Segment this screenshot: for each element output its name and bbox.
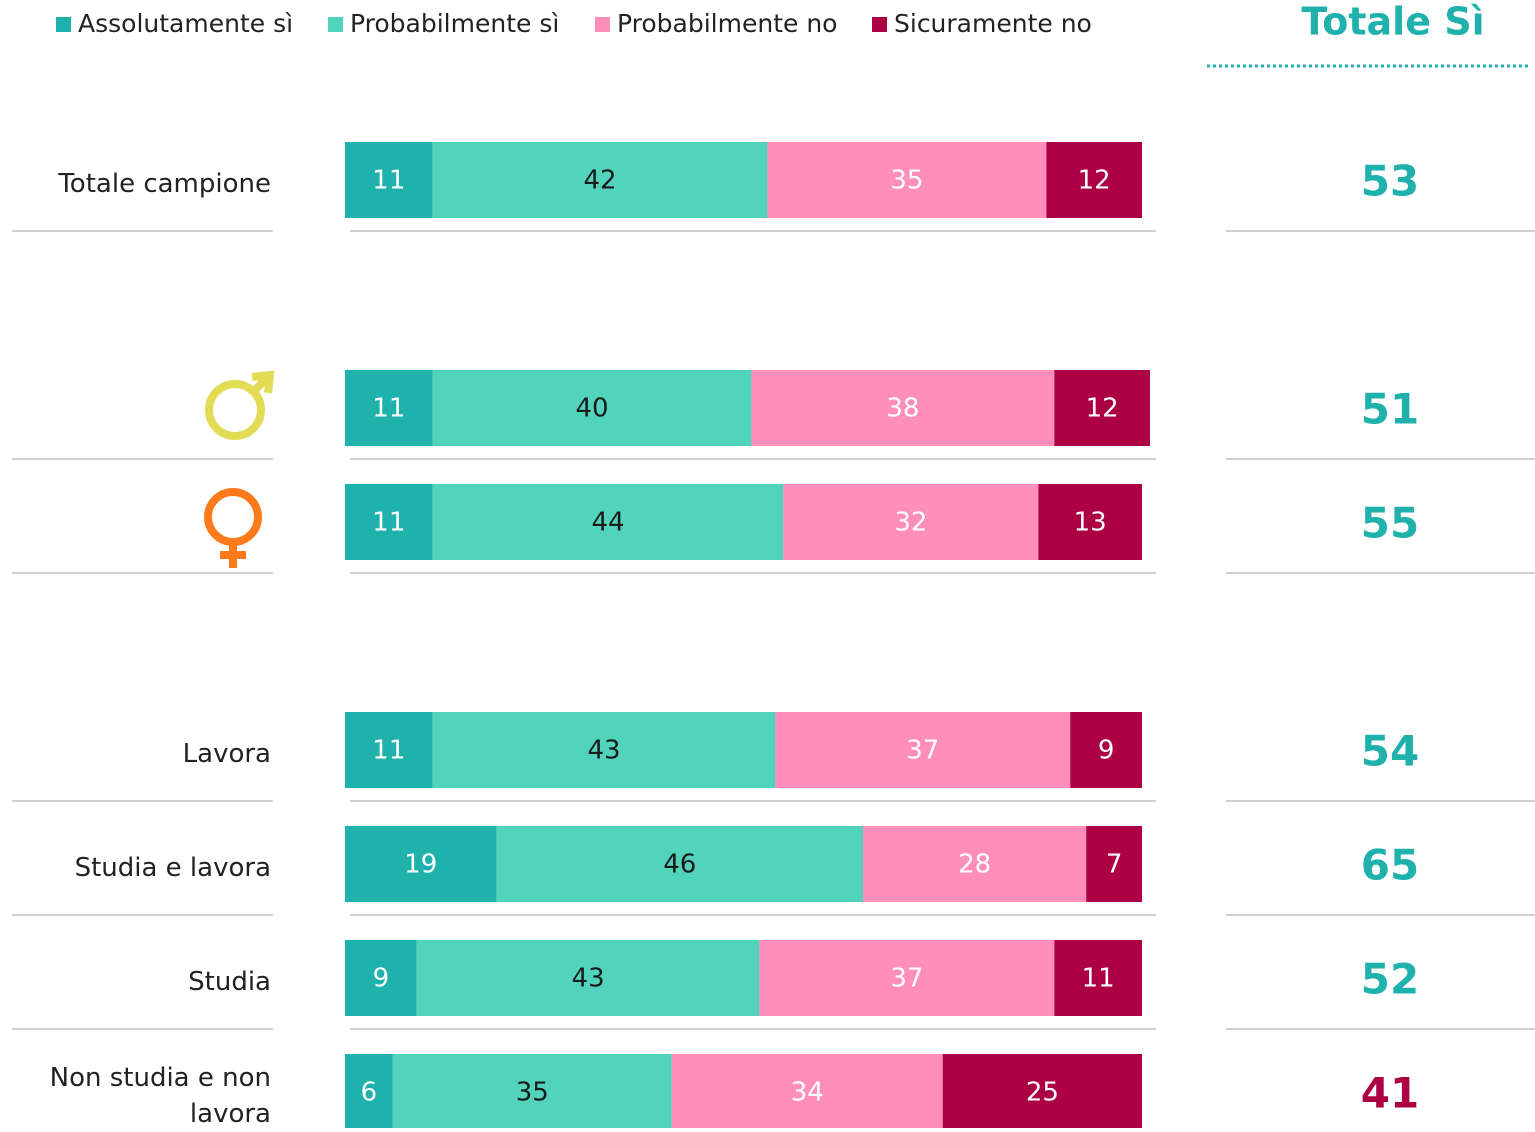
total-value: 65 bbox=[1361, 841, 1419, 890]
bar-segment bbox=[759, 940, 1055, 1016]
value-label: 11 bbox=[1082, 964, 1115, 994]
total-value: 54 bbox=[1361, 727, 1419, 776]
total-value: 52 bbox=[1361, 955, 1419, 1004]
value-label: 32 bbox=[894, 508, 927, 538]
category-label: Totale campione bbox=[58, 169, 271, 199]
value-label: 11 bbox=[372, 508, 405, 538]
value-label: 35 bbox=[516, 1078, 549, 1108]
legend-swatch bbox=[328, 17, 343, 32]
female-icon bbox=[204, 488, 262, 568]
bar-segment bbox=[432, 712, 776, 788]
bar-segment bbox=[345, 940, 417, 1016]
legend-label: Assolutamente sì bbox=[78, 9, 293, 38]
value-label: 43 bbox=[572, 964, 605, 994]
bar-segment bbox=[1046, 142, 1142, 218]
value-label: 38 bbox=[886, 394, 919, 424]
value-label: 11 bbox=[372, 736, 405, 766]
value-label: 25 bbox=[1026, 1078, 1059, 1108]
category-label: Non studia e non lavora bbox=[49, 1063, 271, 1129]
bar-segment bbox=[751, 370, 1055, 446]
value-label: 43 bbox=[587, 736, 620, 766]
total-value: 41 bbox=[1361, 1069, 1419, 1118]
bar-segment bbox=[345, 826, 497, 902]
bar-segment bbox=[345, 142, 433, 218]
category-label: Studia e lavora bbox=[74, 853, 271, 883]
value-label: 34 bbox=[791, 1078, 824, 1108]
value-label: 6 bbox=[361, 1078, 378, 1108]
legend-swatch bbox=[872, 17, 887, 32]
bar-segment bbox=[345, 712, 433, 788]
bar-segment bbox=[1054, 370, 1150, 446]
value-label: 44 bbox=[591, 508, 624, 538]
totals-title: Totale Sì bbox=[1301, 0, 1484, 44]
bar-segment bbox=[863, 826, 1087, 902]
value-label: 46 bbox=[663, 850, 696, 880]
legend-label: Probabilmente no bbox=[617, 9, 837, 38]
category-label: Lavora bbox=[182, 739, 271, 769]
value-label: 42 bbox=[583, 166, 616, 196]
category-label: Studia bbox=[188, 967, 271, 997]
bar-segment bbox=[1054, 940, 1142, 1016]
value-label: 12 bbox=[1086, 394, 1119, 424]
value-label: 13 bbox=[1074, 508, 1107, 538]
bar-segment bbox=[345, 484, 433, 560]
value-label: 11 bbox=[372, 394, 405, 424]
value-label: 9 bbox=[1098, 736, 1115, 766]
bar-segment bbox=[942, 1054, 1142, 1128]
value-label: 37 bbox=[890, 964, 923, 994]
value-label: 12 bbox=[1078, 166, 1111, 196]
legend-label: Probabilmente sì bbox=[350, 9, 559, 38]
value-label: 28 bbox=[958, 850, 991, 880]
bar-segment bbox=[1070, 712, 1142, 788]
value-label: 19 bbox=[404, 850, 437, 880]
total-value: 53 bbox=[1361, 157, 1419, 206]
value-label: 40 bbox=[576, 394, 609, 424]
value-label: 11 bbox=[372, 166, 405, 196]
value-label: 35 bbox=[890, 166, 923, 196]
bar-segment bbox=[783, 484, 1039, 560]
legend-swatch bbox=[56, 17, 71, 32]
bar-segment bbox=[775, 712, 1071, 788]
bar-segment bbox=[432, 142, 768, 218]
bar-segment bbox=[432, 484, 784, 560]
bar-segment bbox=[496, 826, 864, 902]
bar-segment bbox=[345, 1054, 393, 1128]
male-icon bbox=[205, 370, 275, 440]
total-value: 51 bbox=[1361, 385, 1419, 434]
value-label: 7 bbox=[1106, 850, 1123, 880]
bar-segment bbox=[1038, 484, 1142, 560]
bar-segment bbox=[345, 370, 433, 446]
legend-swatch bbox=[595, 17, 610, 32]
bar-segment bbox=[432, 370, 752, 446]
bar-segment bbox=[392, 1054, 672, 1128]
bar-segment bbox=[1086, 826, 1142, 902]
value-label: 9 bbox=[373, 964, 390, 994]
bar-segment bbox=[767, 142, 1047, 218]
legend-label: Sicuramente no bbox=[894, 9, 1092, 38]
bar-segment bbox=[671, 1054, 943, 1128]
value-label: 37 bbox=[906, 736, 939, 766]
bar-segment bbox=[416, 940, 760, 1016]
total-value: 55 bbox=[1361, 499, 1419, 548]
